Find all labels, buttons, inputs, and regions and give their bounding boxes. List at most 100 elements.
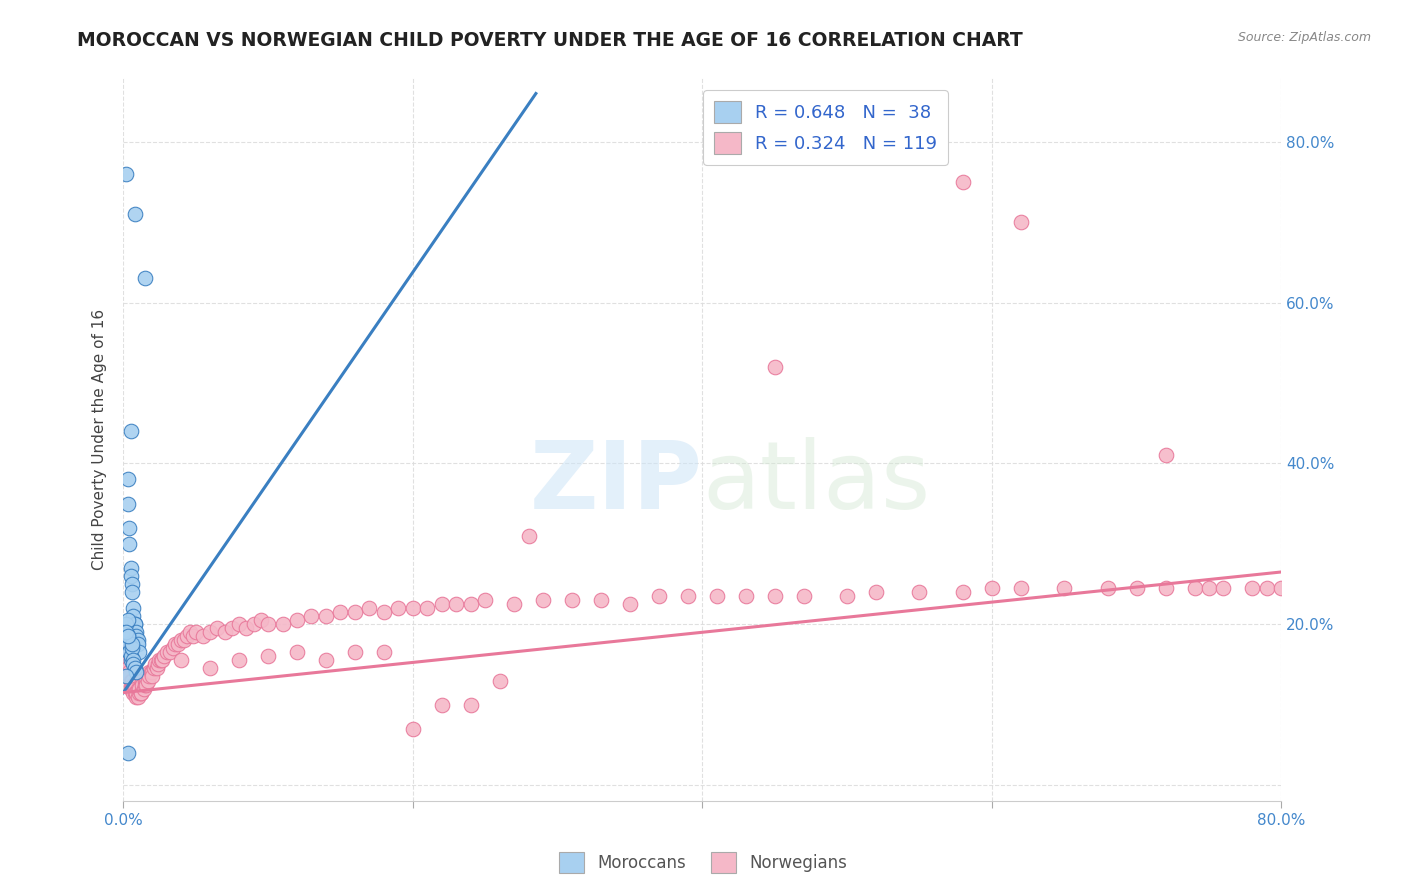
Point [131,677,153,691]
Point [124,681,146,696]
Point [125,685,148,699]
Point [865,585,887,599]
Point [127,637,149,651]
Point [120,677,142,691]
Point [124,661,146,675]
Point [315,653,337,667]
Point [430,698,453,712]
Point [138,669,160,683]
Point [120,561,142,575]
Point [145,661,167,675]
Point [952,175,974,189]
Point [146,657,169,672]
Point [179,625,201,640]
Point [257,649,280,664]
Point [124,617,146,632]
Point [118,645,141,659]
Point [128,685,150,699]
Point [117,629,139,643]
Point [446,597,468,611]
Point [285,645,308,659]
Point [980,581,1002,595]
Point [141,665,163,680]
Point [129,685,152,699]
Point [120,649,142,664]
Point [129,685,152,699]
Point [134,271,156,285]
Point [359,601,381,615]
Point [343,645,366,659]
Point [343,605,366,619]
Point [198,625,221,640]
Point [474,593,496,607]
Point [124,685,146,699]
Point [117,661,139,675]
Point [235,621,257,635]
Point [460,698,482,712]
Point [1154,581,1177,595]
Point [125,629,148,643]
Point [531,593,554,607]
Point [132,681,155,696]
Point [143,657,166,672]
Point [242,617,264,632]
Point [416,601,439,615]
Point [162,641,184,656]
Point [128,681,150,696]
Point [221,621,243,635]
Point [173,633,195,648]
Point [120,424,142,438]
Point [191,629,214,643]
Point [117,613,139,627]
Point [118,637,141,651]
Point [136,673,159,688]
Point [136,669,159,683]
Point [329,605,352,619]
Point [387,601,409,615]
Point [198,661,221,675]
Point [402,722,425,736]
Point [125,690,148,704]
Point [128,645,150,659]
Point [908,585,931,599]
Point [122,609,145,624]
Point [1097,581,1119,595]
Point [118,669,141,683]
Point [952,585,974,599]
Point [121,641,143,656]
Point [153,649,176,664]
Point [1270,581,1292,595]
Point [517,529,540,543]
Point [118,521,141,535]
Point [118,665,141,680]
Point [228,653,250,667]
Point [167,637,190,651]
Point [122,653,145,667]
Point [135,673,157,688]
Point [170,633,193,648]
Point [150,653,173,667]
Point [120,673,142,688]
Point [139,665,162,680]
Point [117,497,139,511]
Point [285,613,308,627]
Point [165,637,187,651]
Point [315,609,337,624]
Point [1198,581,1220,595]
Point [121,681,143,696]
Text: Source: ZipAtlas.com: Source: ZipAtlas.com [1237,31,1371,45]
Text: MOROCCAN VS NORWEGIAN CHILD POVERTY UNDER THE AGE OF 16 CORRELATION CHART: MOROCCAN VS NORWEGIAN CHILD POVERTY UNDE… [77,31,1024,50]
Point [402,601,425,615]
Point [120,681,142,696]
Point [122,685,145,699]
Point [115,625,138,640]
Point [127,690,149,704]
Point [763,589,786,603]
Point [122,657,145,672]
Point [589,593,612,607]
Point [706,589,728,603]
Point [118,537,141,551]
Point [1241,581,1264,595]
Point [122,601,145,615]
Point [793,589,815,603]
